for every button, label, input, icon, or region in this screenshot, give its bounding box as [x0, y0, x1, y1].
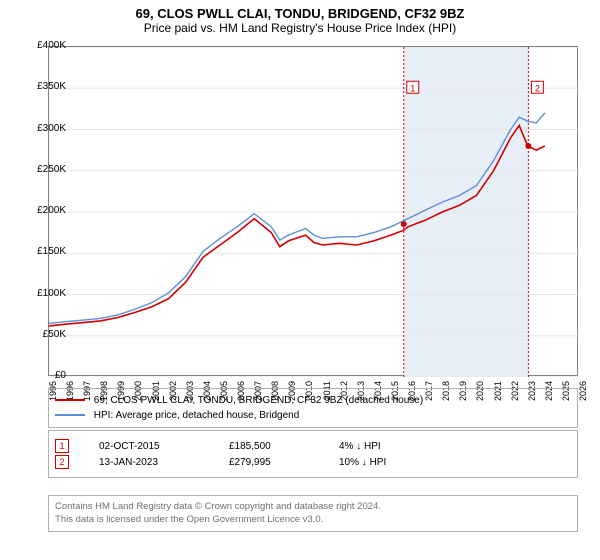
transaction-diff: 10% ↓ HPI — [339, 457, 469, 468]
y-tick-label: £300K — [16, 123, 66, 134]
x-tick-label: 2026 — [578, 381, 588, 411]
marker-badge-1: 1 — [55, 439, 69, 453]
legend-line-icon — [55, 414, 85, 416]
marker-badge-2: 2 — [55, 455, 69, 469]
transaction-price: £185,500 — [229, 441, 319, 452]
legend-line-icon — [55, 399, 85, 401]
copyright-line-2: This data is licensed under the Open Gov… — [55, 513, 571, 526]
y-tick-label: £50K — [16, 329, 66, 340]
transactions-box: 1 02-OCT-2015 £185,500 4% ↓ HPI 2 13-JAN… — [48, 430, 578, 478]
chart-container: 69, CLOS PWLL CLAI, TONDU, BRIDGEND, CF3… — [0, 0, 600, 560]
title-block: 69, CLOS PWLL CLAI, TONDU, BRIDGEND, CF3… — [0, 0, 600, 39]
transaction-price: £279,995 — [229, 457, 319, 468]
transaction-row: 1 02-OCT-2015 £185,500 4% ↓ HPI — [55, 439, 571, 453]
transaction-date: 02-OCT-2015 — [99, 441, 209, 452]
legend-item-2: HPI: Average price, detached house, Brid… — [55, 408, 571, 423]
legend-label: 69, CLOS PWLL CLAI, TONDU, BRIDGEND, CF3… — [94, 395, 423, 406]
page-subtitle: Price paid vs. HM Land Registry's House … — [0, 21, 600, 35]
y-tick-label: £400K — [16, 40, 66, 51]
svg-text:1: 1 — [410, 83, 415, 93]
transaction-row: 2 13-JAN-2023 £279,995 10% ↓ HPI — [55, 455, 571, 469]
copyright-box: Contains HM Land Registry data © Crown c… — [48, 495, 578, 532]
transaction-date: 13-JAN-2023 — [99, 457, 209, 468]
legend-label: HPI: Average price, detached house, Brid… — [94, 410, 300, 421]
y-tick-label: £350K — [16, 81, 66, 92]
legend-box: 69, CLOS PWLL CLAI, TONDU, BRIDGEND, CF3… — [48, 388, 578, 428]
y-tick-label: £0 — [16, 370, 66, 381]
y-tick-label: £100K — [16, 288, 66, 299]
transaction-diff: 4% ↓ HPI — [339, 441, 469, 452]
copyright-line-1: Contains HM Land Registry data © Crown c… — [55, 500, 571, 513]
svg-text:2: 2 — [535, 83, 540, 93]
page-title: 69, CLOS PWLL CLAI, TONDU, BRIDGEND, CF3… — [0, 6, 600, 21]
y-tick-label: £250K — [16, 164, 66, 175]
chart-plot-area: 12 — [48, 46, 578, 376]
y-tick-label: £200K — [16, 205, 66, 216]
y-tick-label: £150K — [16, 246, 66, 257]
chart-svg: 12 — [49, 47, 579, 377]
legend-item-1: 69, CLOS PWLL CLAI, TONDU, BRIDGEND, CF3… — [55, 393, 571, 408]
